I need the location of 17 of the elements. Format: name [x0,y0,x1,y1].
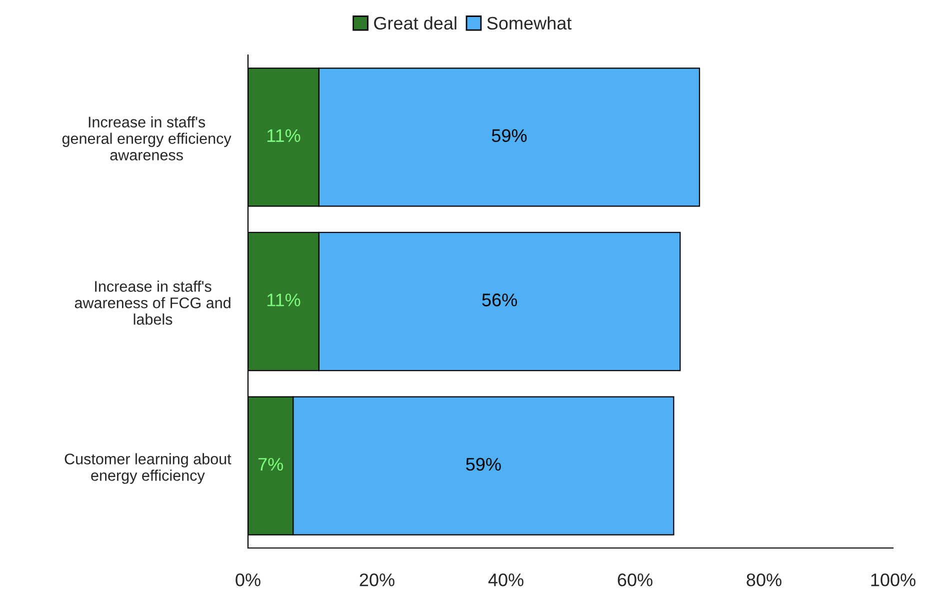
data-label: 11% [267,294,300,306]
x-tick-label: 0% [236,573,260,586]
data-label: 7% [258,458,283,471]
y-tick-label: Customer learning about energy efficiency [64,453,232,484]
legend-label: Great deal [374,16,456,30]
x-tick-label: 20% [360,573,394,586]
x-tick-label: 40% [488,573,524,586]
data-label: 56% [482,294,517,306]
legend-label: Somewhat [487,16,572,30]
y-tick-label: Increase in staff's general energy efficiency awareness [62,116,232,160]
x-tick-label: 100% [871,573,916,586]
x-tick-label: 60% [618,573,652,586]
data-label: 59% [466,458,501,471]
y-tick-label: Increase in staff's awareness of FCG and labels [74,280,230,325]
data-label: 59% [492,129,527,142]
data-label: 11% [267,129,300,142]
x-tick-label: 80% [746,573,782,586]
